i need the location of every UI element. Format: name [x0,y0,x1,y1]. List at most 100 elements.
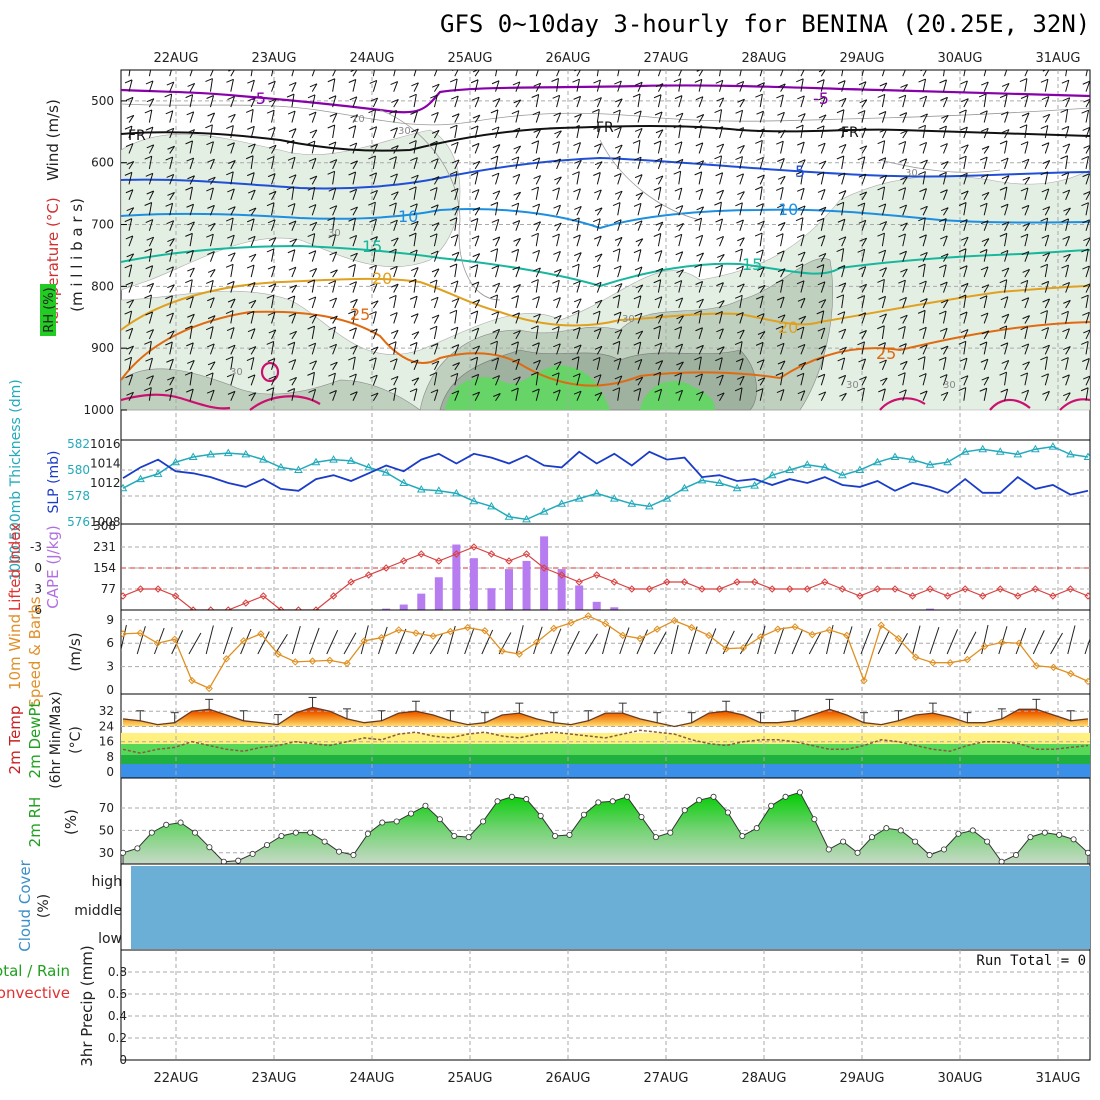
wind-barb [495,329,501,340]
rh-marker [868,834,875,841]
ylabel-speed-barbs: Speed & Barbs [26,596,44,707]
wind-barb [535,342,540,355]
wind-barb-flag [755,341,764,346]
wind-barb [861,81,867,92]
wind-barb-flag [289,238,297,243]
wind-barb [718,70,722,77]
wind-barb [881,342,886,355]
wind-barb [942,70,945,77]
rh-marker [292,829,299,836]
wind-barb [311,389,317,401]
wind-barb-flag [187,82,195,87]
wind-barb-flag [879,82,887,87]
wind-barb [128,189,134,200]
wind-barb-flag [573,344,582,349]
wind-barb [474,97,480,108]
wind-barb [596,253,603,262]
wind-barb-flag [675,251,683,256]
wind-barb-flag [248,346,257,350]
wind-barb [372,70,375,77]
wind-barb [719,300,725,309]
wind-barb-flag [817,188,826,193]
wind-barb [250,282,256,293]
wind-barb [637,110,642,123]
wind-barb [515,312,521,324]
wind-barb [556,280,560,293]
wind-barb-flag [635,330,643,335]
wind-barb-flag [449,263,457,268]
wind-barb [1024,251,1030,262]
wind10-barb [171,630,184,655]
rh-marker [121,849,126,856]
wind-barb-flag [796,326,805,331]
wind-barb-flag [818,345,826,350]
wind-barb [474,299,481,309]
wind-barb [963,173,968,185]
temp-contour-30 [121,393,1090,411]
wind-barb [1004,187,1008,200]
wind-barb [800,315,807,324]
wind-barb [210,269,216,278]
wind-barb [271,283,277,293]
wind-barb-flag [451,297,460,302]
wind-barb-flag [1060,109,1068,113]
wind-barb-flag [817,235,826,240]
wind-barb [922,310,926,324]
wind-barb [759,331,766,340]
wind-barb [759,388,764,401]
wind-barb-flag [1019,78,1028,83]
wind-barb [1085,99,1090,108]
rh-marker [1012,852,1019,859]
wind-barb [943,345,949,355]
wind-barb [515,376,521,386]
wind-barb-flag [592,310,601,315]
wind-barb-flag [757,82,765,87]
wind-barb [861,376,867,386]
wind-barb [1044,160,1051,170]
thickness-marker [609,494,619,502]
wind-barb [250,207,257,216]
bottom-date-label: 29AUG [839,1071,884,1086]
wind-barb [800,95,805,108]
rh-marker [811,816,818,823]
wind-barb [637,330,644,340]
wind-barb-flag [266,248,275,253]
wind-barb [515,249,520,262]
wind-barb [271,110,275,123]
wind-barb-flag [267,219,276,224]
wind-barb-flag [816,217,825,222]
bottom-date-label: 30AUG [937,1071,982,1086]
wind-barb-flag [288,128,297,133]
wind-barb [800,234,805,247]
wind-barb-flag [614,236,623,241]
temp-contour-20 [121,277,1090,331]
thickness-marker [627,499,637,507]
wind-barb-flag [451,95,459,100]
wind-barb-flag [511,341,519,346]
wind-barb-flag [288,312,296,317]
wind-barb-flag [1000,388,1008,393]
wind-barb [596,282,602,293]
wind-barb [739,99,745,108]
rh-marker [264,841,271,848]
wind-barb [128,281,134,293]
wind-barb [413,313,419,324]
wind-barb-flag [920,113,928,118]
wind-barb [637,70,641,77]
wind-barb [963,248,967,262]
wind-barb [1065,392,1071,401]
wind-barb-flag [654,250,663,255]
wind-barb-flag [307,140,316,145]
wind-barb [820,253,827,262]
wind-barb-flag [166,312,174,317]
wind-barb [983,330,990,340]
wind-barb [942,374,948,386]
wind-barb-flag [879,313,887,318]
wind-barb-flag [472,391,480,396]
wind-barb [922,390,928,401]
wind-barb-flag [900,222,908,227]
wind-barb [596,235,602,247]
wind-barb [148,219,154,231]
wind-barb-flag [205,372,214,377]
wind-barb-flag [715,218,723,223]
